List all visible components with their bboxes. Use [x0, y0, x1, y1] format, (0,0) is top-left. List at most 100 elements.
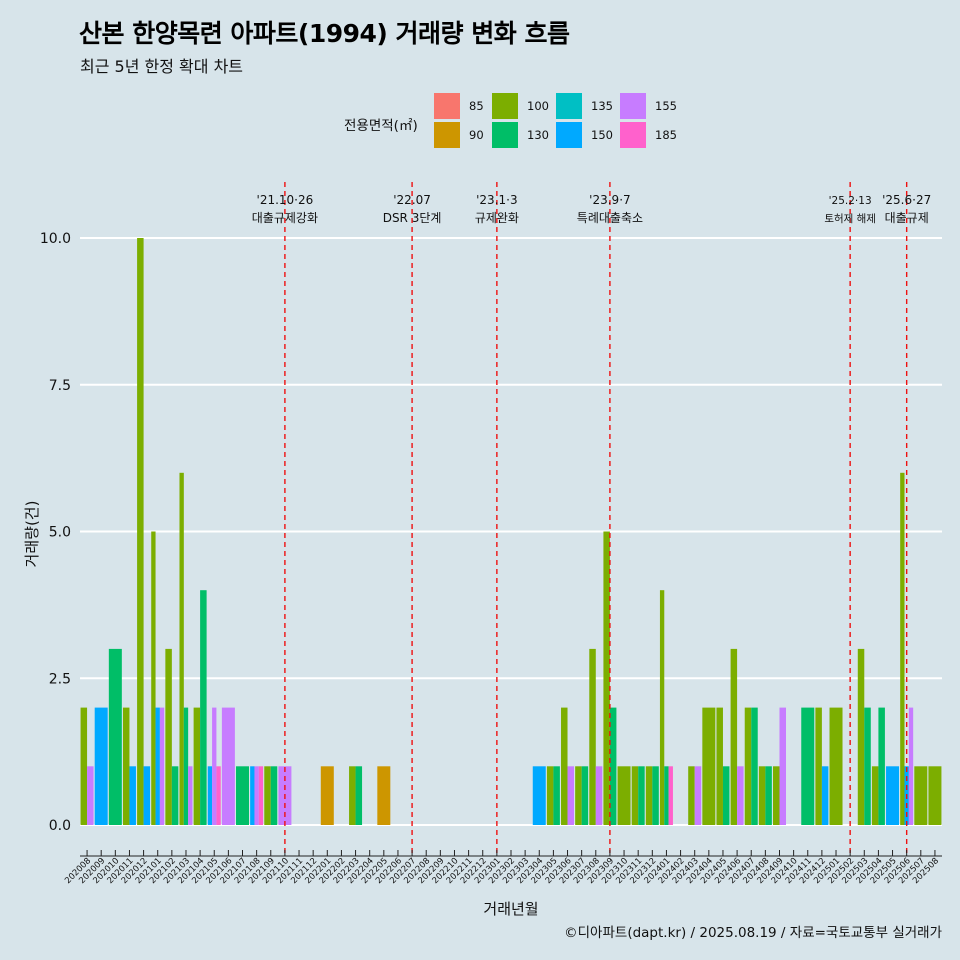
bar-202506-155: [908, 707, 914, 825]
bar-202105-150: [207, 766, 213, 825]
bar-202012-150: [143, 766, 151, 825]
bar-202503-100: [857, 648, 865, 825]
bar-202106-155: [221, 707, 235, 825]
bar-202401-130: [664, 766, 669, 825]
bar-202105-155: [212, 707, 217, 825]
bar-202406-100: [730, 648, 738, 825]
bar-202305-100: [546, 766, 554, 825]
bar-202102-100: [165, 648, 172, 825]
bar-202407-100: [744, 707, 752, 825]
bar-202307-130: [581, 766, 589, 825]
event-date-label: '23.9·7: [589, 193, 630, 207]
bar-202306-100: [561, 707, 568, 825]
bar-202010-130: [108, 648, 122, 825]
bar-202406-155: [737, 766, 744, 825]
bar-202309-100: [603, 531, 610, 825]
y-tick-label: 7.5: [49, 378, 71, 394]
event-date-label: '25.6·27: [882, 193, 931, 207]
legend-key-100: [492, 93, 518, 119]
bar-202011-100: [122, 707, 130, 825]
chart-subtitle: 최근 5년 한정 확대 차트: [80, 57, 244, 76]
bar-202011-150: [129, 766, 136, 825]
legend-key-90: [434, 122, 460, 148]
bar-202008-100: [80, 707, 88, 825]
y-tick-label: 2.5: [49, 671, 71, 687]
bar-202103-130: [183, 707, 189, 825]
bar-202102-130: [171, 766, 179, 825]
bar-202104-100: [193, 707, 201, 825]
y-tick-label: 10.0: [40, 231, 71, 247]
bar-202108-185: [258, 766, 264, 825]
bar-202103-100: [179, 472, 184, 825]
bar-202108-155: [254, 766, 259, 825]
bar-202504-130: [878, 707, 885, 825]
legend-key-150: [556, 122, 582, 148]
bar-202504-100: [871, 766, 879, 825]
bar-202308-100: [589, 648, 596, 825]
bar-202404-100: [702, 707, 716, 825]
bar-202312-130: [652, 766, 659, 825]
bar-202203-130: [355, 766, 363, 825]
event-desc-label: 특례대출축소: [577, 211, 643, 225]
chart-title: 산본 한양목련 아파트(1994) 거래량 변화 흐름: [79, 19, 570, 48]
event-desc-label: 대출규제: [885, 211, 929, 225]
event-desc-label: 규제완화: [475, 211, 519, 225]
event-lines: '21.10·26 대출규제강화 '22.07 DSR 3단계 '23.1·3 규제완화 '…: [252, 182, 931, 853]
gridlines: [80, 237, 942, 826]
bar-202401-185: [668, 766, 673, 825]
bar-202312-100: [645, 766, 653, 825]
bar-202408-100: [758, 766, 766, 825]
y-tick-label: 0.0: [49, 818, 71, 834]
bar-202505-150: [886, 766, 900, 825]
event-desc-label: 대출규제강화: [252, 211, 318, 225]
bar-202309-130: [609, 707, 617, 825]
bar-202104-130: [200, 590, 207, 825]
footer-credit: ©디아파트(dapt.kr) / 2025.08.19 / 자료=국토교통부 실…: [564, 925, 942, 941]
bar-202304-150: [532, 766, 546, 825]
bar-202101-155: [159, 707, 165, 825]
bar-202408-130: [765, 766, 772, 825]
legend-title: 전용면적(㎡): [344, 118, 418, 134]
bar-202201-90: [320, 766, 334, 825]
legend-label-155: 155: [655, 99, 677, 113]
event-desc-label: 토허제 해제: [824, 212, 876, 225]
bar-202310-100: [617, 766, 631, 825]
x-axis-label: 거래년월: [483, 900, 538, 918]
bar-202108-150: [250, 766, 255, 825]
legend-label-85: 85: [469, 99, 484, 113]
bar-202205-90: [377, 766, 391, 825]
bar-202501-100: [829, 707, 843, 825]
bar-202506-100: [900, 472, 905, 825]
bar-202407-130: [751, 707, 758, 825]
bar-202008-155: [87, 766, 94, 825]
event-date-label: '25.2·13: [829, 195, 872, 207]
bar-202308-155: [595, 766, 603, 825]
bar-202409-155: [779, 707, 786, 825]
bar-202307-100: [575, 766, 582, 825]
bar-202311-100: [631, 766, 639, 825]
bar-202401-100: [659, 590, 665, 825]
bar-202012-100: [137, 238, 144, 825]
event-date-label: '21.10·26: [257, 193, 314, 207]
bar-202311-130: [638, 766, 645, 825]
bar-202507-100: [914, 766, 928, 825]
bar-202405-130: [722, 766, 730, 825]
event-date-label: '22.07: [393, 193, 431, 207]
y-tick-label: 5.0: [49, 525, 71, 541]
legend-label-150: 150: [591, 128, 613, 142]
bar-202105-185: [216, 766, 221, 825]
bar-202305-130: [553, 766, 560, 825]
bar-202203-100: [349, 766, 356, 825]
legend-label-90: 90: [469, 128, 484, 142]
bar-202405-100: [716, 707, 723, 825]
legend-label-130: 130: [527, 128, 549, 142]
legend-label-185: 185: [655, 128, 677, 142]
bar-202107-130: [236, 766, 250, 825]
legend-label-100: 100: [527, 99, 549, 113]
y-axis-label: 거래량(건): [23, 501, 41, 568]
bar-202409-100: [772, 766, 780, 825]
bar-202009-150: [94, 707, 108, 825]
bar-202101-100: [151, 531, 156, 825]
legend-key-185: [620, 122, 646, 148]
